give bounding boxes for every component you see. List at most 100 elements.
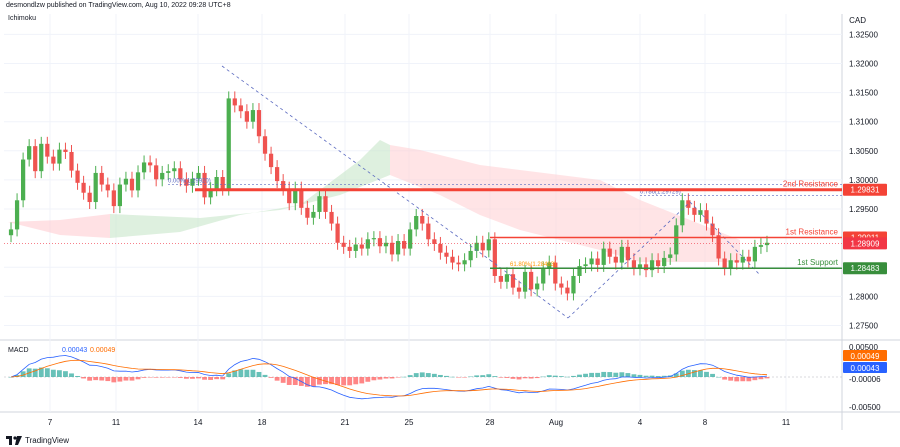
- macd-histogram-bar: [226, 373, 232, 377]
- macd-histogram-bar: [365, 377, 371, 382]
- candle-up: [27, 146, 32, 160]
- macd-histogram-bar: [214, 377, 220, 380]
- macd-histogram-bar: [190, 377, 195, 379]
- y-tick-label: 1.31000: [849, 118, 878, 127]
- candle-down: [498, 275, 503, 282]
- macd-histogram-bar: [232, 370, 238, 377]
- macd-histogram-bar: [498, 377, 504, 378]
- trend-line: [689, 201, 761, 276]
- macd-histogram-bar: [165, 377, 171, 378]
- candle-up: [93, 172, 98, 203]
- candle-down: [595, 258, 600, 265]
- y-tick-label: 1.29500: [849, 205, 878, 214]
- candle-down: [420, 216, 425, 224]
- macd-histogram-bar: [504, 377, 510, 378]
- candle-down: [746, 256, 751, 262]
- macd-histogram-bar: [637, 374, 643, 377]
- macd-histogram-bar: [38, 367, 44, 377]
- macd-histogram-bar: [44, 368, 50, 377]
- macd-price-tag-label: 0.00043: [851, 364, 880, 373]
- candle-down: [45, 143, 50, 157]
- candle-up: [208, 189, 213, 198]
- macd-histogram-bar: [159, 377, 165, 378]
- y-tick-label: 1.28000: [849, 292, 878, 301]
- macd-histogram-bar: [135, 377, 141, 380]
- x-tick-label: 11: [112, 418, 121, 427]
- candle-up: [135, 172, 141, 191]
- macd-histogram-bar: [341, 377, 347, 386]
- macd-histogram-bar: [244, 369, 250, 377]
- candle-down: [444, 252, 449, 257]
- candle-up: [21, 159, 26, 201]
- macd-histogram-bar: [353, 377, 359, 385]
- macd-histogram-bar: [75, 375, 80, 377]
- macd-histogram-bar: [262, 374, 268, 377]
- level-label: 1st Resistance: [786, 227, 839, 236]
- candle-up: [371, 238, 376, 240]
- macd-histogram-bar: [111, 377, 117, 383]
- candle-up: [353, 244, 358, 251]
- candle-down: [287, 188, 292, 204]
- macd-legend-title: MACD: [8, 347, 29, 354]
- macd-histogram-bar: [450, 376, 455, 378]
- candle-up: [674, 225, 679, 255]
- candle-up: [123, 178, 129, 185]
- candle-down: [111, 190, 116, 207]
- macd-histogram-bar: [323, 377, 328, 385]
- macd-histogram-bar: [734, 377, 740, 382]
- macd-histogram-bar: [335, 377, 341, 386]
- fib-label: 0.786(1.29729): [640, 190, 681, 196]
- candle-down: [178, 168, 183, 180]
- x-tick-label: 4: [638, 418, 643, 427]
- macd-histogram-bar: [202, 377, 207, 380]
- candle-up: [383, 242, 389, 247]
- candle-down: [69, 151, 74, 171]
- macd-histogram-bar: [129, 377, 135, 381]
- candle-down: [305, 207, 310, 218]
- candle-down: [81, 182, 86, 193]
- candle-up: [39, 143, 44, 172]
- candle-up: [728, 260, 733, 269]
- candle-up: [547, 262, 552, 269]
- macd-histogram-bar: [377, 377, 383, 380]
- candle-up: [589, 258, 594, 265]
- x-tick-label: 21: [341, 418, 350, 427]
- macd-histogram-bar: [347, 377, 353, 386]
- candle-down: [734, 260, 739, 263]
- macd-histogram-bar: [196, 377, 201, 379]
- macd-histogram-bar: [371, 377, 377, 381]
- candle-down: [232, 98, 237, 106]
- candle-down: [202, 172, 207, 198]
- macd-histogram-bar: [516, 377, 522, 380]
- candle-up: [486, 239, 491, 251]
- macd-price-tag: [843, 350, 887, 361]
- candle-up: [535, 283, 540, 290]
- macd-histogram-bar: [220, 377, 226, 380]
- candle-up: [190, 178, 195, 186]
- macd-price-tag: [843, 362, 887, 373]
- macd-histogram-bar: [50, 369, 56, 377]
- candle-down: [99, 172, 104, 185]
- candle-down: [63, 149, 68, 152]
- macd-histogram-bar: [462, 377, 468, 378]
- macd-histogram-bar: [407, 375, 413, 377]
- x-tick-label: 7: [48, 418, 53, 427]
- macd-histogram-bar: [32, 368, 38, 377]
- macd-histogram-bar: [177, 377, 183, 378]
- macd-histogram-bar: [528, 377, 534, 379]
- candle-down: [275, 167, 280, 182]
- macd-histogram-bar: [419, 372, 425, 377]
- candle-up: [57, 149, 62, 164]
- macd-histogram-bar: [141, 377, 147, 378]
- macd-histogram-bar: [105, 377, 111, 382]
- candle-up: [571, 275, 576, 294]
- macd-histogram-bar: [468, 376, 474, 378]
- macd-histogram-bar: [728, 377, 734, 381]
- candle-up: [583, 264, 588, 267]
- indicator-title[interactable]: Ichimoku: [8, 15, 37, 22]
- candle-down: [341, 242, 346, 247]
- macd-histogram-bar: [280, 377, 286, 383]
- y-tick-label: 1.30500: [849, 147, 878, 156]
- macd-histogram-bar: [480, 375, 486, 377]
